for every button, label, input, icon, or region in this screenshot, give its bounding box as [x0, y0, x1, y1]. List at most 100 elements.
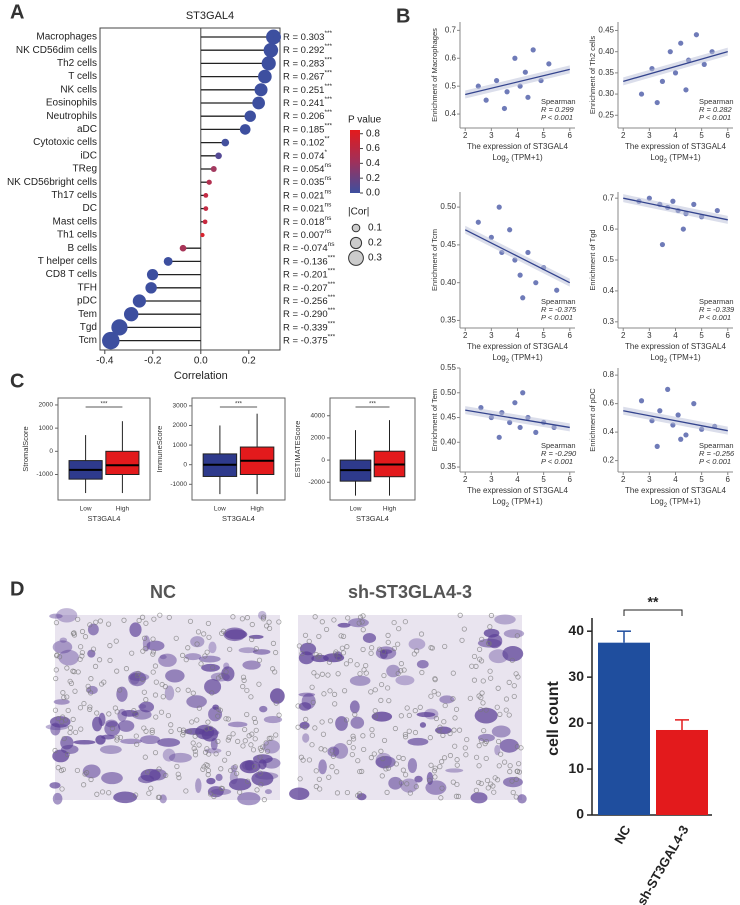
y-tick-label: 2000	[311, 435, 326, 442]
cell-blob	[386, 664, 401, 678]
pore	[205, 719, 211, 725]
significance: ***	[328, 307, 336, 314]
pore	[450, 670, 456, 676]
y-tick-label: 0.6	[603, 399, 615, 408]
cell-blob	[52, 640, 73, 654]
x-axis-label-part: (TPM+1)	[509, 153, 543, 162]
pore	[385, 632, 391, 638]
cell-blob	[128, 671, 147, 687]
cell-blob	[439, 695, 455, 704]
pore	[384, 789, 390, 795]
x-tick-label: 4	[515, 475, 520, 484]
bar	[598, 642, 650, 815]
pore	[385, 765, 392, 771]
pore	[186, 728, 192, 735]
pore	[514, 768, 520, 774]
cell-blob	[186, 695, 207, 708]
pore	[187, 618, 194, 624]
pore	[306, 638, 312, 644]
pore	[79, 653, 85, 659]
pore	[52, 747, 58, 754]
pore	[461, 626, 467, 632]
significance: ***	[324, 122, 332, 129]
pore	[106, 790, 112, 796]
pore	[61, 694, 67, 701]
pore	[497, 711, 503, 717]
y-tick-label: 2000	[39, 402, 54, 409]
cell-blob	[318, 759, 327, 775]
pore	[332, 651, 339, 657]
pore	[248, 742, 254, 748]
pore	[251, 763, 258, 770]
cell-blob	[349, 700, 360, 714]
cell-blob	[49, 782, 61, 789]
pore	[361, 746, 367, 753]
value-label-text: R = 0.018	[283, 216, 324, 227]
x-axis-label-part: 2	[664, 159, 668, 165]
y-tick-label: 0.30	[598, 89, 614, 98]
pore	[257, 754, 263, 760]
pore	[254, 787, 260, 793]
pore	[516, 761, 522, 767]
point	[667, 49, 673, 55]
value-label-text: R = -0.256	[283, 296, 328, 307]
x-axis-label: Correlation	[174, 370, 228, 382]
y-tick-label: 1000	[173, 442, 188, 449]
panel-label: C	[10, 370, 24, 392]
pore	[432, 676, 438, 682]
pore	[344, 789, 351, 796]
pore	[206, 634, 212, 640]
pore	[516, 769, 523, 775]
x-tick-label: -0.4	[96, 356, 114, 367]
x-axis-label-part: 2	[506, 503, 510, 509]
pore	[242, 738, 248, 744]
pore	[392, 725, 398, 732]
size-label: 0.2	[368, 238, 382, 249]
point	[533, 280, 539, 286]
panel-label: A	[10, 1, 24, 23]
point	[659, 241, 666, 248]
pore	[225, 716, 231, 722]
pore	[452, 715, 458, 721]
y-tick-label: 0	[576, 806, 584, 822]
pore	[88, 676, 94, 682]
x-tick-label: 0.0	[194, 356, 208, 367]
pore	[325, 672, 331, 678]
cell-blob	[113, 791, 138, 804]
pore	[219, 630, 225, 636]
pore	[479, 636, 485, 642]
pore	[143, 697, 149, 703]
pore	[260, 616, 267, 622]
pore	[453, 706, 460, 712]
pore	[439, 785, 445, 791]
cell-blob	[237, 792, 261, 806]
point	[530, 47, 536, 53]
significance: ***	[369, 402, 377, 408]
y-tick-label: 0.6	[603, 224, 615, 233]
y-tick-label: 0.45	[598, 26, 614, 35]
value-label: R = 0.206***	[283, 109, 333, 122]
x-tick-label: Low	[350, 506, 362, 513]
pore	[227, 646, 233, 652]
pore	[350, 733, 356, 739]
pore	[302, 724, 308, 730]
annotation: R = -0.290	[541, 449, 577, 458]
pore	[378, 697, 384, 703]
annotation: Spearman	[541, 97, 576, 106]
point	[638, 398, 645, 404]
x-tick-label: 5	[541, 475, 546, 484]
x-axis-label-part: Log	[650, 353, 663, 362]
pore	[503, 696, 510, 702]
value-label: R = -0.290***	[283, 307, 336, 320]
pore	[433, 715, 439, 722]
y-tick-label: 0.35	[440, 316, 456, 325]
plot-frame	[191, 397, 286, 501]
y-tick-label: 0	[49, 448, 53, 455]
pore	[428, 693, 434, 699]
x-axis-label-part: (TPM+1)	[509, 353, 543, 362]
pore	[344, 644, 350, 650]
pore	[412, 708, 418, 714]
pore	[87, 622, 93, 628]
pore	[380, 756, 386, 762]
pore	[192, 748, 198, 754]
